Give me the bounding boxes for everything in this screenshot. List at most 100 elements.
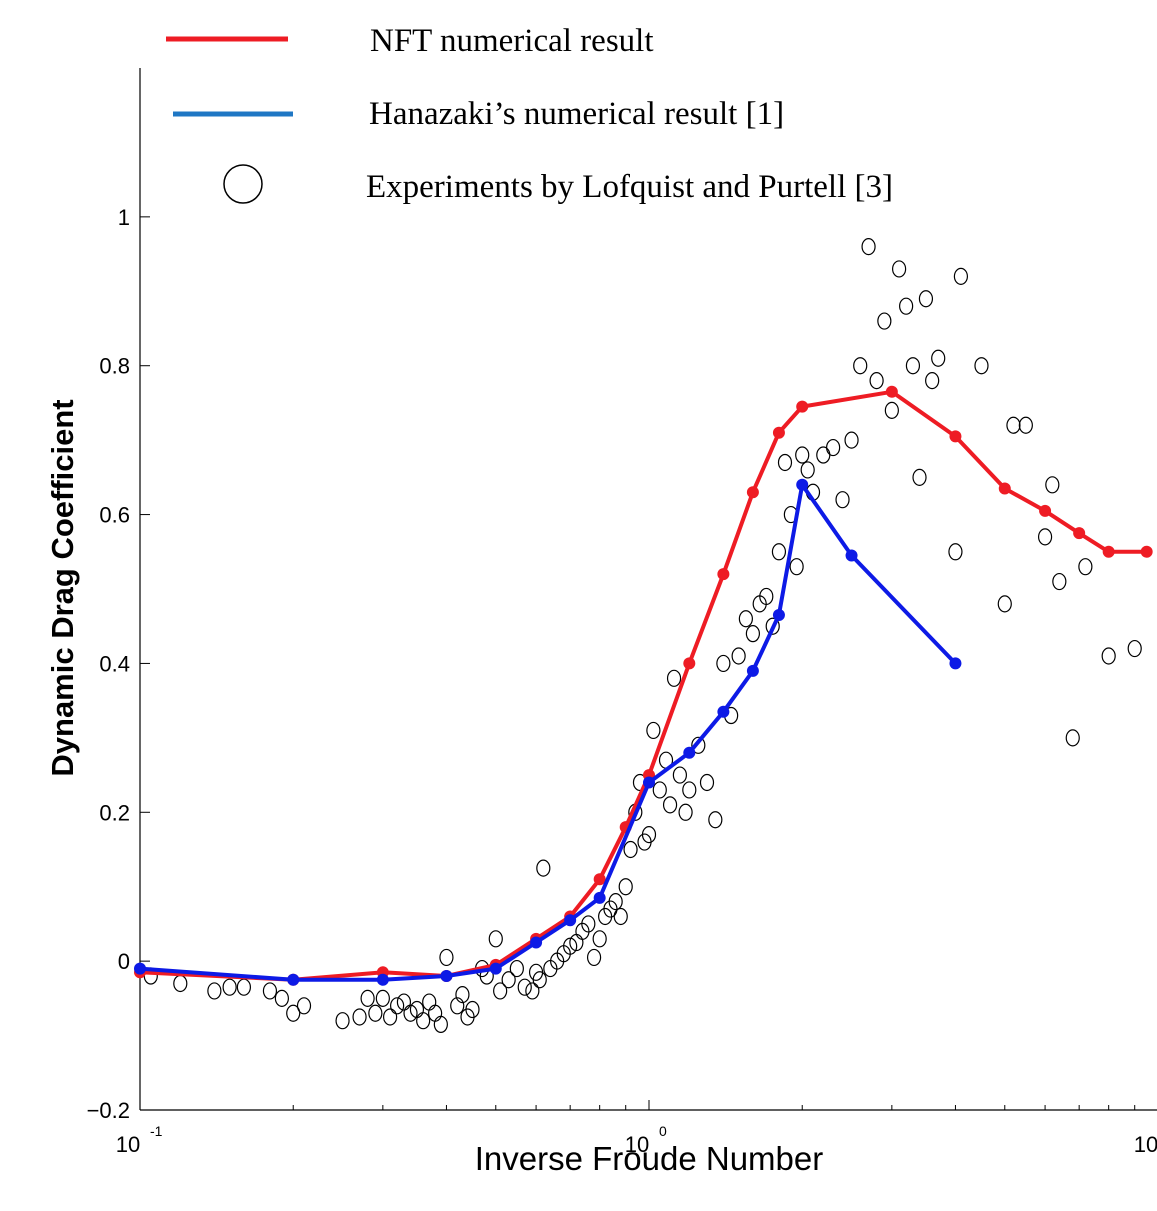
x-tick-label: 10 (625, 1132, 649, 1157)
experiment-point (390, 997, 405, 1015)
hanazaki-series-point (746, 664, 759, 677)
hanazaki-series-point (717, 705, 730, 718)
experiment-point (759, 587, 774, 606)
experiment-point (613, 907, 628, 926)
hanazaki-series-point (530, 936, 543, 949)
experiment-point (641, 826, 657, 844)
experiment-point (173, 974, 188, 993)
experiment-point (646, 721, 661, 740)
experiment-point (433, 1015, 448, 1034)
experiment-point (618, 878, 633, 896)
x-tick-label: 10 (1134, 1132, 1157, 1157)
legend-swatch-experiments (223, 164, 263, 204)
experiment-point (1065, 729, 1080, 747)
nft-series-point (746, 486, 759, 499)
experiment-point (844, 431, 859, 449)
experiment-point (931, 349, 946, 367)
x-tick-label: 10 (116, 1132, 140, 1157)
experiment-point (765, 617, 780, 635)
experiment-point (877, 312, 892, 330)
nft-series-line (139, 389, 1147, 982)
nft-series-point (1140, 545, 1153, 558)
experiment-point (488, 930, 503, 948)
experiment-point (501, 971, 516, 989)
experiment-point (509, 959, 524, 978)
experiment-point (678, 803, 693, 821)
nft-series-point (796, 400, 809, 413)
legend: NFT numerical result Hanazaki’s numerical… (166, 23, 893, 205)
hanazaki-series-line (139, 482, 957, 982)
experiment-point (525, 982, 540, 1000)
hanazaki-series-point (796, 478, 809, 491)
hanazaki-series-point (489, 962, 502, 975)
experiment-point (869, 372, 884, 390)
experiment-point (892, 260, 907, 278)
hanazaki-series-point (134, 962, 146, 975)
experiment-point (428, 1004, 443, 1022)
experiment-point (1078, 558, 1093, 576)
experiment-point (403, 1004, 418, 1022)
hanazaki-series-point (683, 746, 696, 759)
experiment-point (608, 892, 623, 911)
experiment-point (493, 982, 508, 1000)
y-axis-title: Dynamic Drag Coefficient (45, 399, 80, 776)
experiment-point (1045, 476, 1060, 494)
nft-series-point (949, 430, 962, 443)
experiment-point (884, 401, 899, 419)
nft-series-point (772, 426, 785, 439)
experiment-point (708, 811, 723, 829)
y-tick-label: 0 (118, 949, 130, 974)
experiment-point (383, 1008, 398, 1026)
nft-series-point (1102, 545, 1115, 558)
experiment-point (455, 986, 470, 1004)
y-tick-label: 1 (118, 205, 130, 230)
nft-series-point (1039, 504, 1052, 517)
experiment-point (771, 543, 787, 561)
experiment-point (262, 982, 278, 1000)
y-tick-label: 0.2 (99, 800, 130, 825)
experiment-point (953, 267, 969, 285)
nft-series-point (593, 873, 606, 886)
experiment-point (222, 978, 237, 996)
x-tick-exponent: -1 (150, 1123, 163, 1139)
experiment-point (592, 930, 607, 948)
experiment-point (563, 937, 578, 955)
experiment-point (731, 647, 746, 665)
y-tick-label: −0.2 (87, 1098, 130, 1123)
hanazaki-series-point (949, 657, 962, 670)
experiment-point (368, 1004, 383, 1022)
experiment-point (795, 446, 810, 464)
experiment-point (652, 781, 667, 799)
experiment-point (274, 989, 289, 1007)
experiment-point (335, 1012, 350, 1030)
nft-series-point (1073, 527, 1086, 540)
experiment-point (666, 669, 682, 687)
experiment-point (207, 982, 222, 1000)
experiment-point (816, 446, 831, 464)
experiment-point (974, 357, 989, 375)
experiment-point (699, 773, 715, 792)
experiment-point (1052, 572, 1067, 591)
hanazaki-series-point (593, 891, 606, 904)
experiment-point (905, 357, 921, 375)
experiment-point (912, 468, 927, 486)
hanazaki-series-point (643, 776, 655, 789)
experiment-point (536, 859, 551, 877)
hanazaki-series-point (376, 973, 389, 986)
experiment-point (296, 997, 312, 1015)
experiment-point (1018, 416, 1033, 434)
experiment-point (416, 1012, 431, 1030)
x-axis-title: Inverse Froude Number (475, 1140, 823, 1177)
experiment-point (777, 453, 793, 472)
x-tick-exponent: 0 (659, 1123, 667, 1139)
hanazaki-series-point (845, 549, 858, 562)
experiment-point (997, 595, 1012, 613)
hanazaki-series-point (564, 914, 577, 927)
experiment-point (586, 948, 602, 967)
experiment-point (691, 736, 706, 754)
experiment-point (450, 997, 465, 1015)
experiment-point (745, 625, 760, 643)
experiment-point (422, 993, 437, 1011)
